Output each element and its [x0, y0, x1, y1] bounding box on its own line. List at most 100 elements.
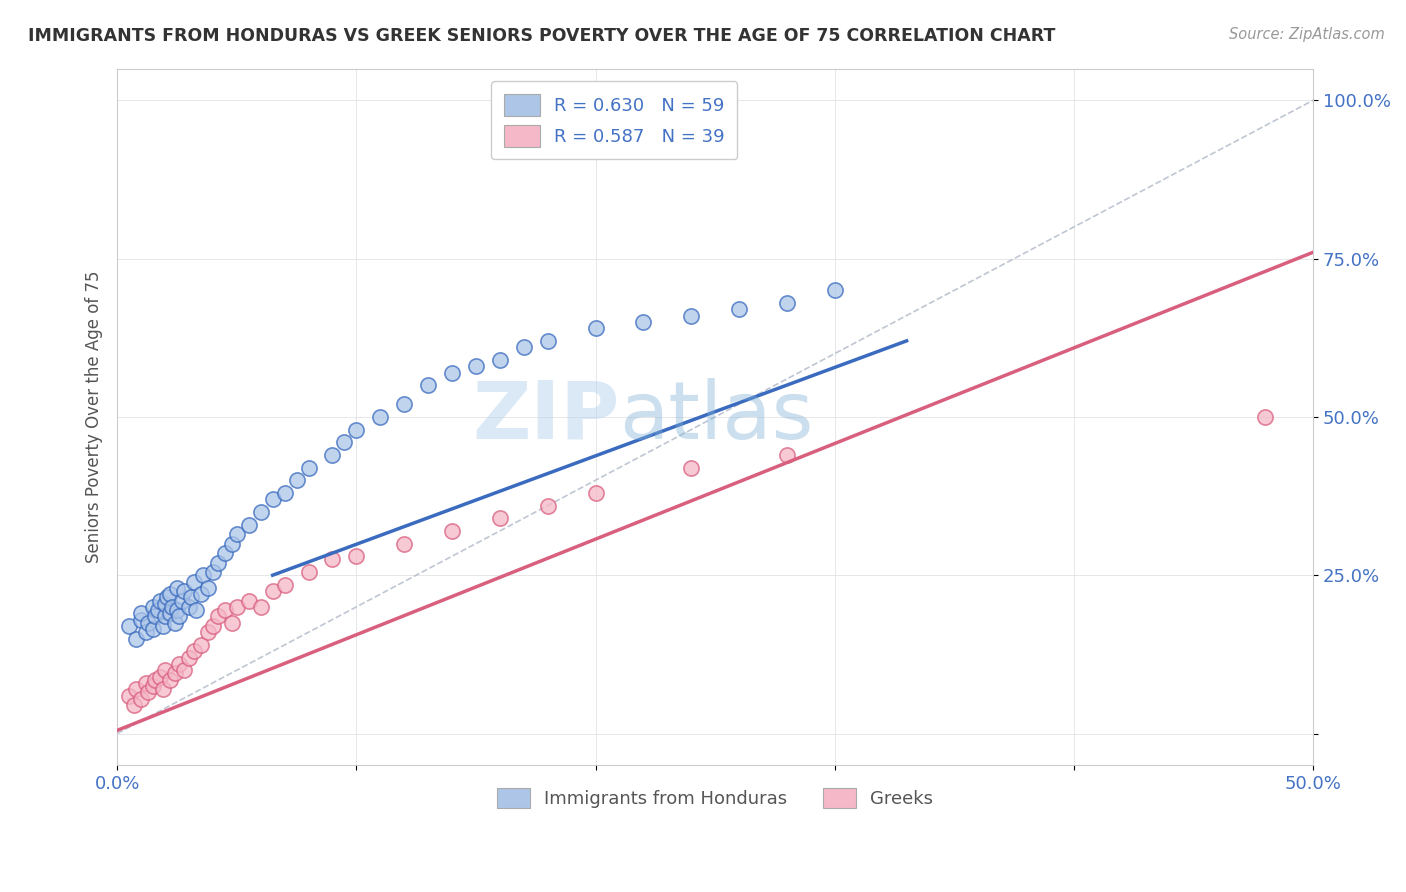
Text: ZIP: ZIP — [472, 378, 620, 456]
Point — [728, 302, 751, 317]
Point — [193, 568, 215, 582]
Point — [169, 609, 191, 624]
Point — [159, 673, 181, 687]
Point — [207, 609, 229, 624]
Point — [142, 599, 165, 614]
Point — [159, 606, 181, 620]
Point — [537, 499, 560, 513]
Point — [262, 492, 284, 507]
Point — [418, 378, 440, 392]
Point — [190, 587, 212, 601]
Point — [201, 619, 224, 633]
Point — [824, 283, 846, 297]
Point — [197, 625, 219, 640]
Point — [180, 591, 202, 605]
Point — [297, 460, 319, 475]
Point — [129, 691, 152, 706]
Text: atlas: atlas — [620, 378, 814, 456]
Point — [225, 527, 247, 541]
Point — [321, 552, 343, 566]
Point — [163, 666, 186, 681]
Point — [273, 486, 295, 500]
Point — [153, 609, 176, 624]
Point — [177, 650, 200, 665]
Point — [333, 435, 356, 450]
Point — [238, 517, 260, 532]
Point — [135, 676, 157, 690]
Text: Source: ZipAtlas.com: Source: ZipAtlas.com — [1229, 27, 1385, 42]
Point — [125, 682, 148, 697]
Point — [221, 615, 243, 630]
Point — [633, 315, 655, 329]
Point — [142, 679, 165, 693]
Point — [321, 448, 343, 462]
Point — [537, 334, 560, 348]
Point — [214, 603, 236, 617]
Point — [173, 663, 195, 677]
Point — [153, 663, 176, 677]
Point — [513, 340, 536, 354]
Point — [197, 581, 219, 595]
Point — [489, 352, 512, 367]
Point — [214, 546, 236, 560]
Point — [489, 511, 512, 525]
Point — [441, 524, 464, 538]
Point — [370, 409, 392, 424]
Point — [585, 321, 607, 335]
Point — [136, 685, 159, 699]
Point — [297, 565, 319, 579]
Point — [142, 622, 165, 636]
Point — [173, 584, 195, 599]
Point — [776, 448, 799, 462]
Point — [135, 625, 157, 640]
Point — [136, 615, 159, 630]
Point — [145, 609, 167, 624]
Point — [153, 597, 176, 611]
Point — [184, 603, 207, 617]
Point — [129, 606, 152, 620]
Point — [441, 366, 464, 380]
Point — [146, 603, 169, 617]
Point — [152, 682, 174, 697]
Y-axis label: Seniors Poverty Over the Age of 75: Seniors Poverty Over the Age of 75 — [86, 270, 103, 563]
Point — [118, 689, 141, 703]
Point — [152, 619, 174, 633]
Point — [681, 309, 703, 323]
Point — [145, 673, 167, 687]
Point — [166, 603, 188, 617]
Point — [238, 593, 260, 607]
Point — [149, 669, 172, 683]
Point — [225, 599, 247, 614]
Point — [249, 599, 271, 614]
Point — [190, 638, 212, 652]
Point — [394, 536, 416, 550]
Legend: Immigrants from Honduras, Greeks: Immigrants from Honduras, Greeks — [489, 781, 941, 815]
Point — [344, 549, 367, 564]
Point — [169, 657, 191, 671]
Point — [125, 632, 148, 646]
Point — [344, 423, 367, 437]
Point — [273, 577, 295, 591]
Point — [156, 591, 179, 605]
Point — [163, 615, 186, 630]
Point — [122, 698, 145, 712]
Point — [394, 397, 416, 411]
Point — [166, 581, 188, 595]
Point — [160, 599, 183, 614]
Point — [1254, 409, 1277, 424]
Point — [129, 613, 152, 627]
Point — [118, 619, 141, 633]
Point — [285, 473, 308, 487]
Point — [262, 584, 284, 599]
Point — [585, 486, 607, 500]
Point — [159, 587, 181, 601]
Point — [221, 536, 243, 550]
Point — [249, 505, 271, 519]
Point — [149, 593, 172, 607]
Point — [177, 599, 200, 614]
Point — [201, 565, 224, 579]
Point — [183, 574, 205, 589]
Point — [465, 359, 488, 374]
Text: IMMIGRANTS FROM HONDURAS VS GREEK SENIORS POVERTY OVER THE AGE OF 75 CORRELATION: IMMIGRANTS FROM HONDURAS VS GREEK SENIOR… — [28, 27, 1056, 45]
Point — [183, 644, 205, 658]
